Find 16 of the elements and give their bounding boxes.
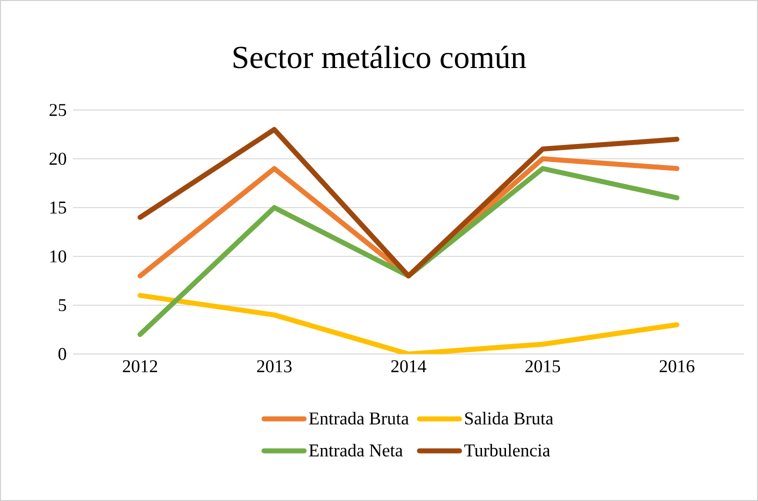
y-tick-label: 20 bbox=[50, 152, 66, 165]
y-tick-label: 5 bbox=[58, 299, 66, 312]
x-tick-label: 2016 bbox=[660, 360, 694, 372]
y-tick-label: 25 bbox=[50, 104, 66, 116]
y-tick-label: 10 bbox=[50, 250, 66, 262]
legend-label: Turbulencia bbox=[464, 444, 550, 456]
y-tick-label: 15 bbox=[50, 202, 66, 214]
y-tick-label: 0 bbox=[58, 348, 66, 360]
legend-label: Entrada Bruta bbox=[309, 412, 409, 425]
legend-label: Salida Bruta bbox=[465, 412, 554, 425]
x-tick-label: 2014 bbox=[391, 360, 426, 372]
x-tick-label: 2012 bbox=[122, 360, 158, 372]
chart-title: Sector metálico común bbox=[234, 46, 526, 68]
x-tick-label: 2015 bbox=[526, 360, 560, 372]
legend-label: Entrada Neta bbox=[309, 444, 403, 456]
x-tick-label: 2013 bbox=[257, 360, 292, 372]
